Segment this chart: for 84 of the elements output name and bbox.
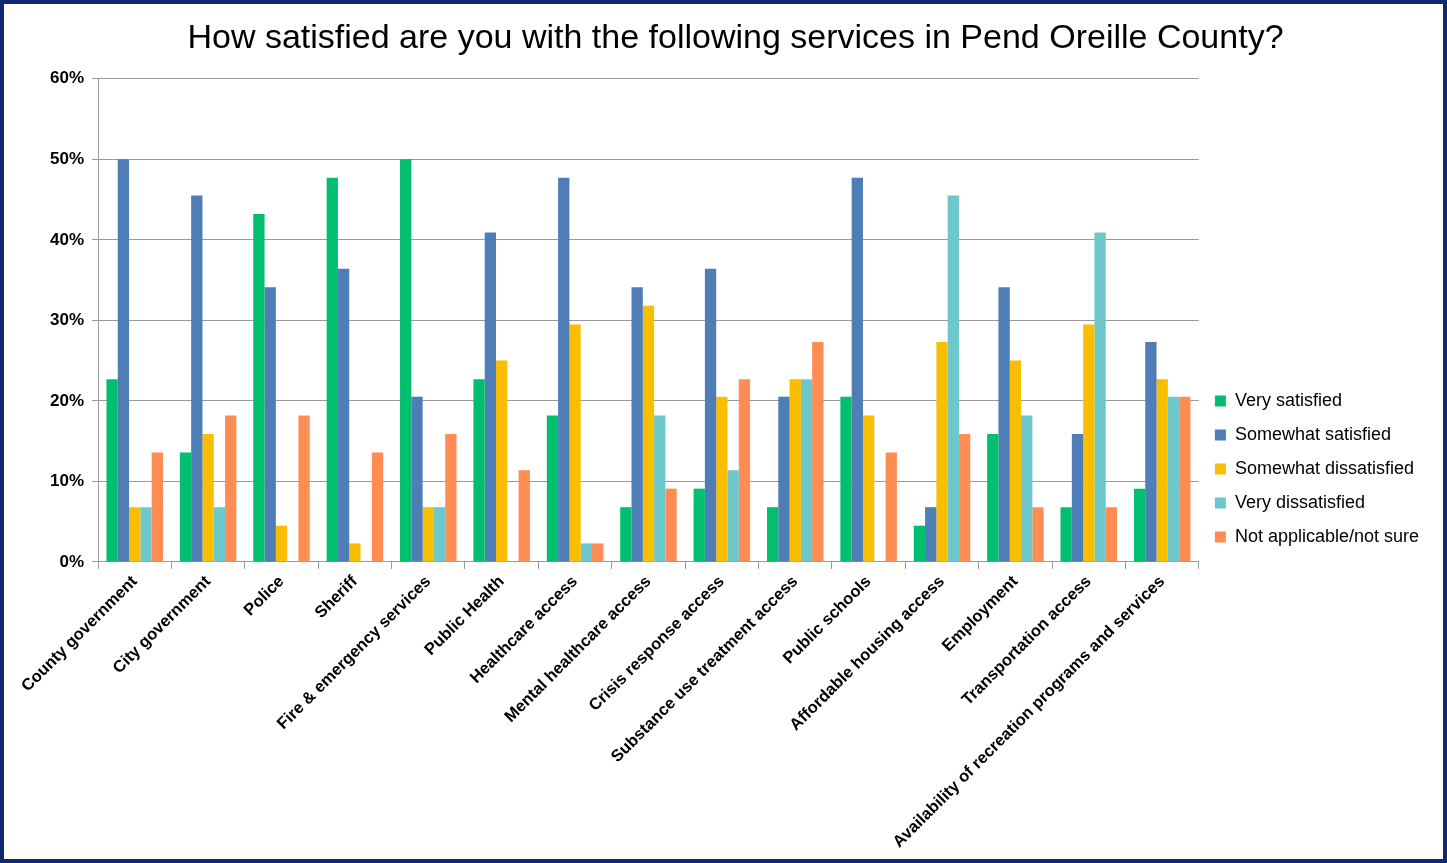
bar (840, 396, 852, 562)
bar (117, 159, 130, 562)
bar (947, 195, 959, 562)
bar (1133, 488, 1146, 562)
bar (812, 342, 824, 562)
bar (1032, 507, 1044, 562)
bar (400, 159, 412, 562)
bar (704, 268, 717, 562)
bar (716, 396, 728, 562)
bar (1167, 396, 1180, 562)
bar (862, 415, 875, 562)
bar (264, 287, 276, 562)
legend-label: Very dissatisfied (1234, 491, 1365, 512)
bar (789, 379, 801, 562)
bar (140, 507, 152, 562)
bar (337, 268, 350, 562)
bar (129, 507, 141, 562)
bar (349, 543, 361, 562)
bar (1094, 232, 1106, 562)
bar (778, 396, 790, 562)
bar (620, 507, 632, 562)
bar (213, 507, 226, 562)
bar (936, 342, 948, 562)
bar (371, 452, 384, 562)
legend-label: Somewhat satisfied (1234, 423, 1391, 444)
bar (518, 470, 530, 562)
bar (1105, 507, 1118, 562)
bar (727, 470, 739, 562)
chart-title: How satisfied are you with the following services in Pend Oreille County? (187, 16, 1284, 55)
bar (473, 379, 485, 562)
bar (225, 415, 237, 562)
bar (253, 214, 265, 562)
bar (958, 433, 971, 562)
legend-label: Somewhat dissatisfied (1234, 457, 1414, 478)
bar (592, 543, 604, 562)
bar (411, 396, 423, 562)
bar (1156, 379, 1168, 562)
y-tick-label: 20% (49, 390, 85, 410)
bar (738, 379, 751, 562)
bar (766, 507, 779, 562)
bar (631, 287, 643, 562)
bar (654, 415, 666, 562)
bar (546, 415, 559, 562)
bar (642, 305, 655, 562)
bar (422, 507, 434, 562)
bar (665, 488, 677, 562)
bar (298, 415, 310, 562)
bar (913, 525, 926, 562)
bar (106, 379, 118, 562)
y-tick-label: 50% (49, 149, 85, 169)
y-tick-label: 60% (49, 68, 85, 88)
bar (851, 177, 863, 562)
bar (987, 433, 999, 562)
y-tick-label: 0% (59, 551, 85, 571)
bar (1060, 507, 1072, 562)
bar (275, 525, 288, 562)
bar (484, 232, 497, 562)
bar (1071, 433, 1084, 562)
bar (191, 195, 203, 562)
bar (558, 177, 570, 562)
bar (326, 177, 338, 562)
bar (998, 287, 1010, 562)
bar (433, 507, 446, 562)
y-tick-label: 10% (49, 471, 85, 491)
bar (693, 488, 705, 562)
bar (885, 452, 897, 562)
bar (800, 379, 813, 562)
bar (569, 324, 581, 562)
y-tick-label: 30% (49, 310, 85, 330)
bar (925, 507, 937, 562)
bar (1083, 324, 1095, 562)
bar (1179, 396, 1191, 562)
bar (179, 452, 192, 562)
bar (580, 543, 593, 562)
bar (1145, 342, 1157, 562)
bar (202, 433, 214, 562)
bar (496, 360, 508, 562)
legend-label: Not applicable/not sure (1234, 525, 1420, 546)
legend-label: Very satisfied (1234, 389, 1342, 410)
y-tick-label: 40% (49, 229, 85, 249)
bar (1009, 360, 1022, 562)
bar (1021, 415, 1033, 562)
bar (151, 452, 163, 562)
bar (445, 433, 457, 562)
